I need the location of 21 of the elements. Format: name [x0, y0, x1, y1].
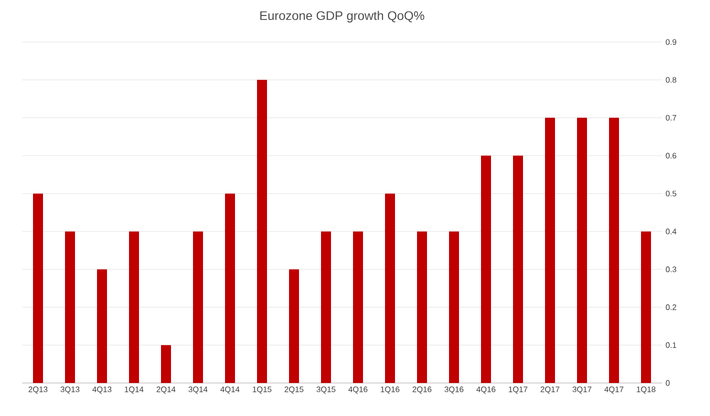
bar [161, 345, 171, 383]
bar [321, 231, 332, 383]
bar [545, 118, 556, 383]
bar [289, 269, 300, 383]
bar [33, 194, 43, 383]
bar [193, 231, 203, 383]
chart-title: Eurozone GDP growth QoQ% [260, 10, 424, 23]
bar [225, 194, 236, 383]
bar [353, 231, 364, 383]
bar [577, 118, 588, 383]
bar [449, 231, 460, 383]
bar [385, 194, 396, 383]
bar [481, 156, 492, 383]
bar [513, 156, 524, 383]
bar [257, 80, 268, 383]
bar [609, 118, 620, 383]
bar [417, 231, 428, 383]
bar [129, 231, 139, 383]
bar [641, 231, 652, 383]
bar [65, 231, 75, 383]
bar [97, 269, 107, 383]
